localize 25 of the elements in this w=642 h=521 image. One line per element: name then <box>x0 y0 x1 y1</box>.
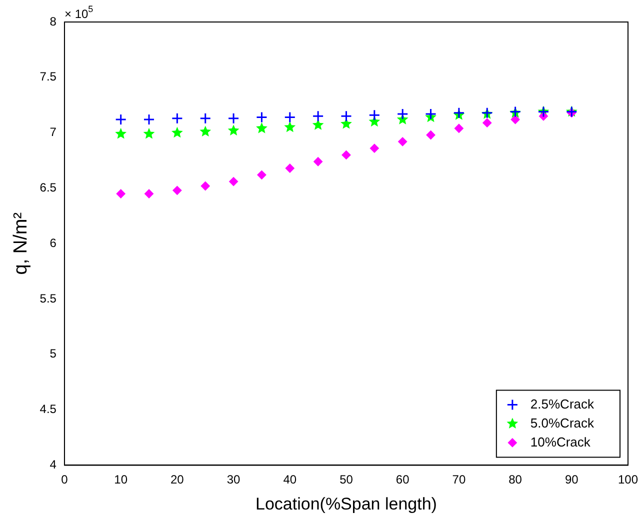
legend-label: 10%Crack <box>530 434 591 450</box>
y-tick-label: 8 <box>50 14 57 28</box>
x-tick-label: 100 <box>618 472 638 487</box>
x-tick-label: 0 <box>61 472 68 487</box>
x-tick-label: 10 <box>114 472 128 487</box>
x-tick-label: 40 <box>283 472 297 487</box>
y-tick-label: 7.5 <box>40 70 57 84</box>
y-tick-label: 4.5 <box>40 402 57 416</box>
y-tick-label: 5 <box>50 346 57 361</box>
x-tick-label: 60 <box>396 472 410 487</box>
y-tick-label: 4 <box>50 458 57 472</box>
legend-label: 2.5%Crack <box>530 396 594 412</box>
y-tick-label: 6 <box>50 236 57 250</box>
x-tick-label: 80 <box>508 472 522 487</box>
y-axis-title: q, N/m² <box>10 212 32 275</box>
y-tick-label: 7 <box>50 125 57 140</box>
x-tick-label: 70 <box>452 472 466 487</box>
x-tick-label: 50 <box>340 472 354 487</box>
x-tick-label: 90 <box>564 472 579 487</box>
y-tick-label: 5.5 <box>40 291 57 306</box>
x-tick-label: 30 <box>226 472 241 487</box>
x-tick-label: 20 <box>170 472 184 487</box>
legend-label: 5.0%Crack <box>530 415 594 430</box>
y-tick-label: 6.5 <box>40 180 57 195</box>
x-axis-title: Location(%Span length) <box>256 494 437 514</box>
